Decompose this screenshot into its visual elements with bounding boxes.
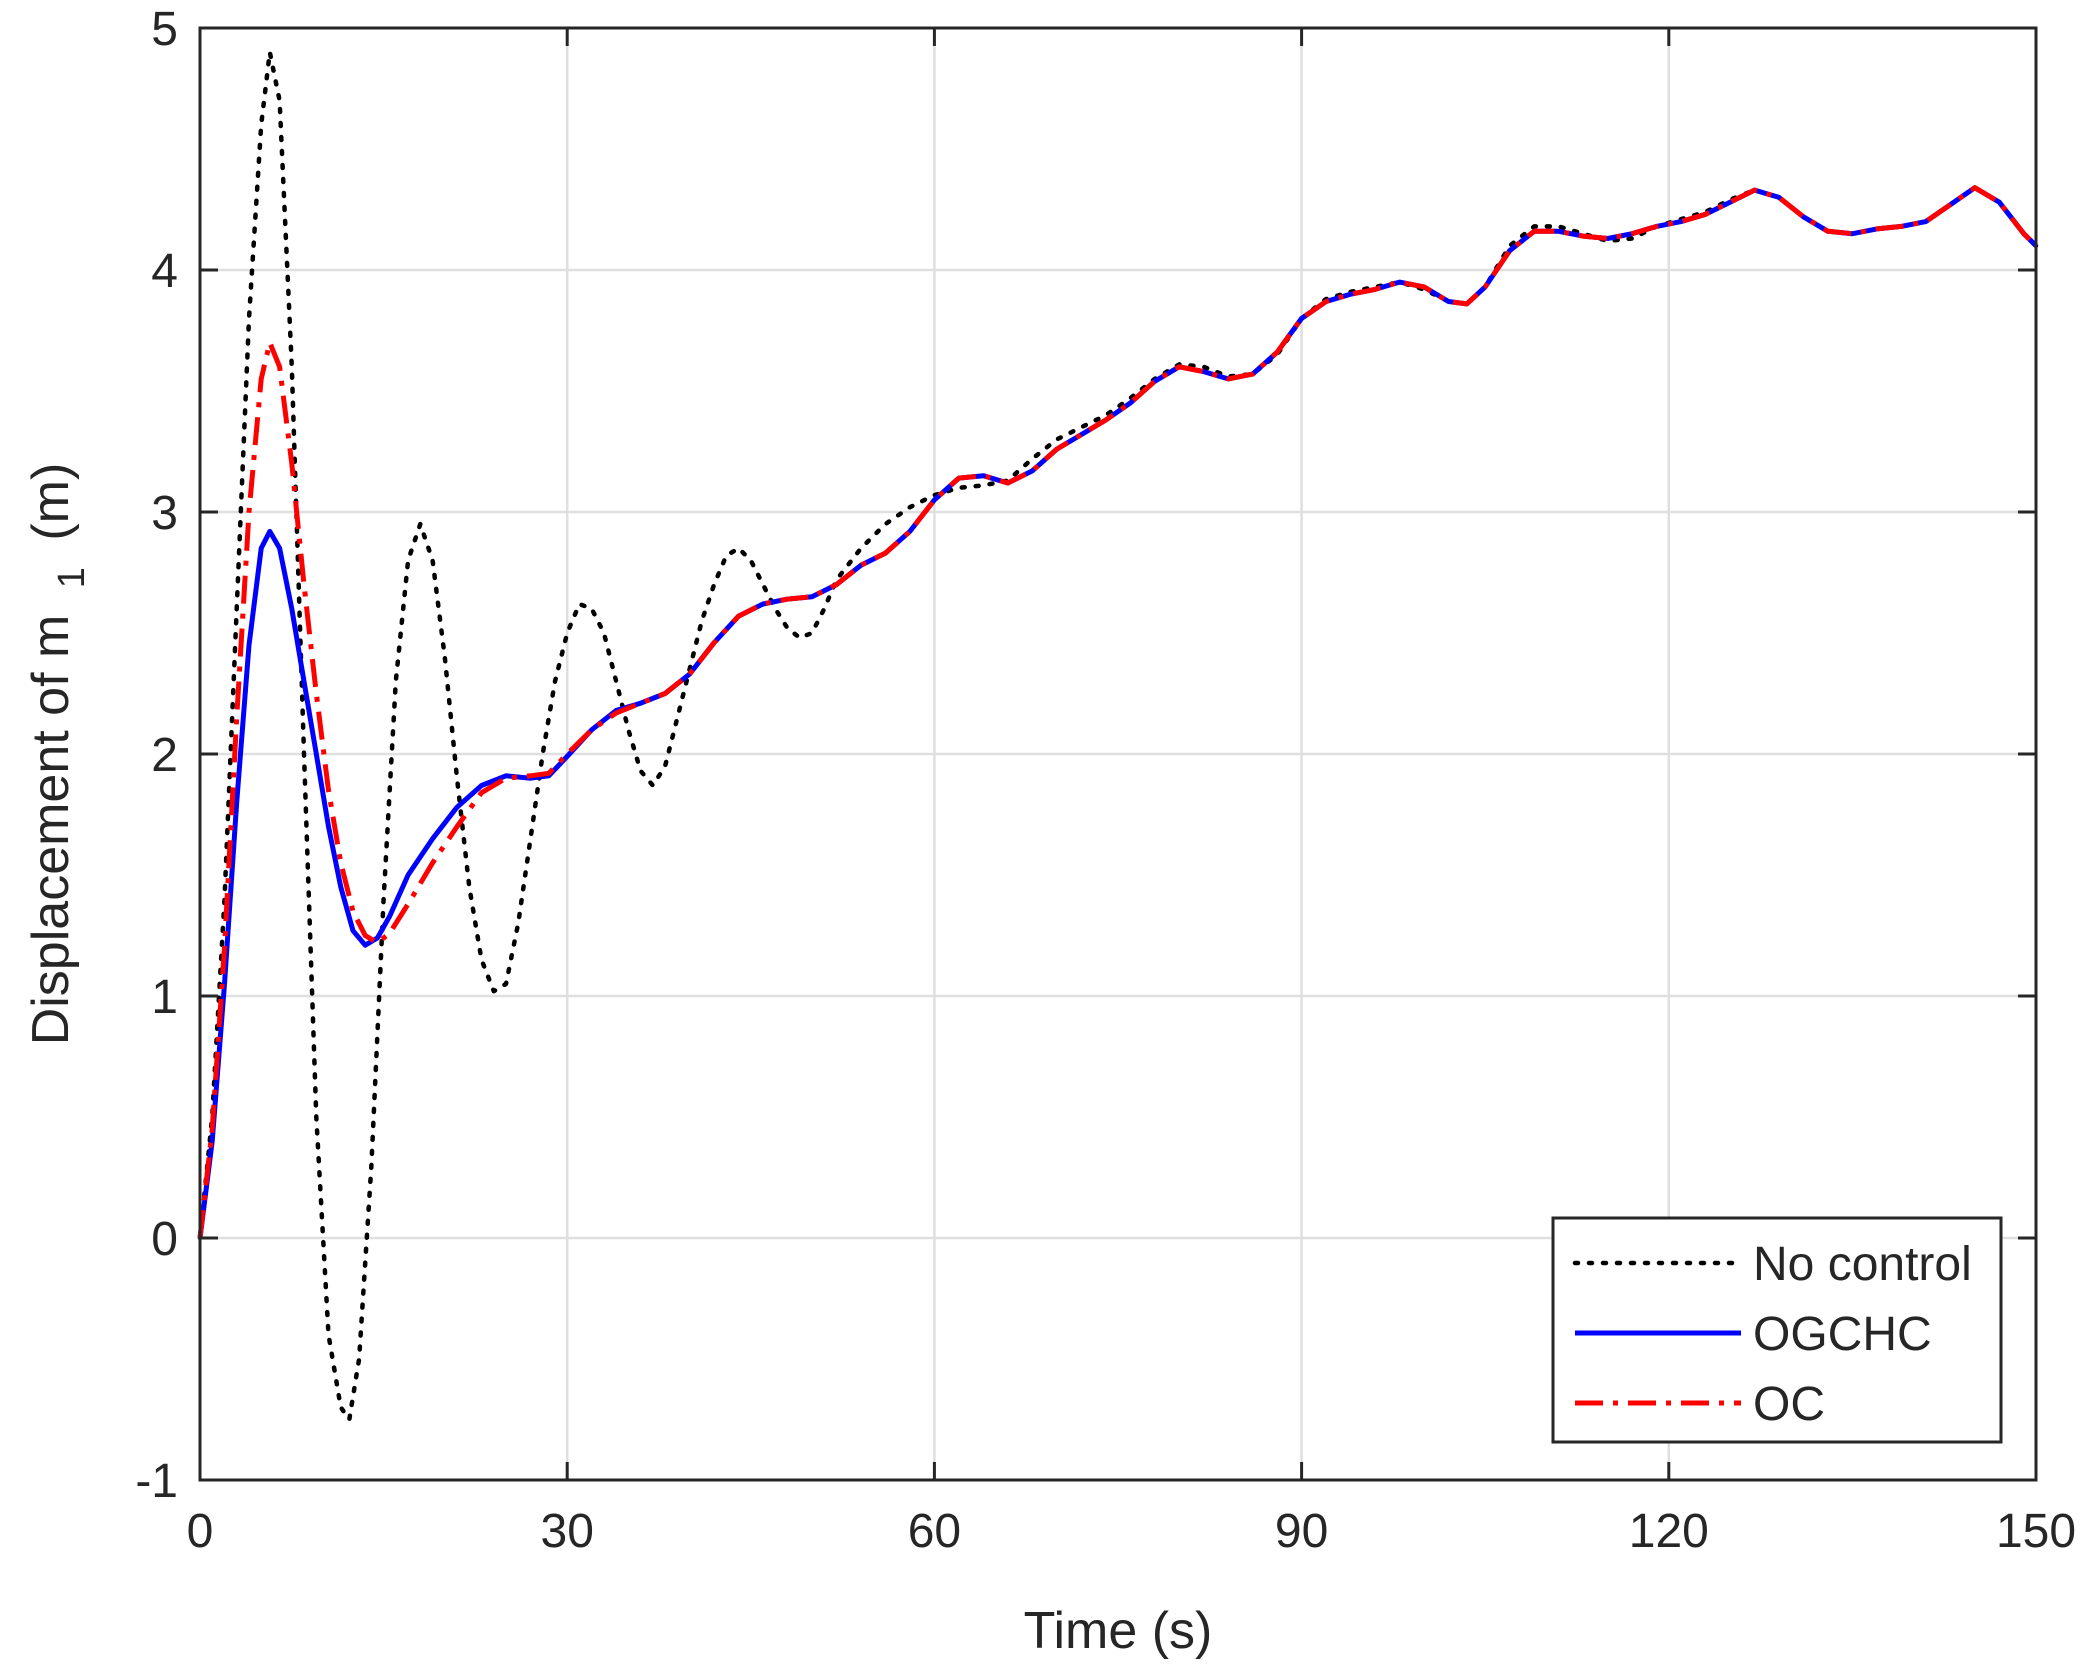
legend: No control OGCHC OC xyxy=(1551,1216,2003,1444)
x-tick-label: 90 xyxy=(1275,1505,1328,1558)
x-tick-label: 120 xyxy=(1629,1505,1709,1558)
legend-entries: No control OGCHC OC xyxy=(1572,1238,1972,1431)
x-tick-label: 60 xyxy=(908,1505,961,1558)
y-axis-label-unit: (m) xyxy=(22,463,80,541)
data-series xyxy=(197,49,2039,1422)
y-tick-label: 2 xyxy=(151,729,178,782)
legend-label-2: OC xyxy=(1753,1378,1825,1431)
y-axis-label-subscript: 1 xyxy=(51,567,93,588)
y-axis-label-main: Displacement of m xyxy=(22,615,80,1046)
x-tick-label: 30 xyxy=(541,1505,594,1558)
x-axis-label: Time (s) xyxy=(1024,1602,1213,1660)
y-axis-label: Displacement of m 1 (m) xyxy=(22,463,96,1046)
y-tick-label: 5 xyxy=(151,3,178,56)
y-tick-label: 1 xyxy=(151,971,178,1024)
y-tick-label: -1 xyxy=(135,1455,178,1508)
x-tick-label: 0 xyxy=(187,1505,214,1558)
series-line-2 xyxy=(197,185,2038,1239)
y-tick-label: 3 xyxy=(151,487,178,540)
legend-box xyxy=(1551,1216,2003,1444)
legend-label-1: OGCHC xyxy=(1753,1308,1932,1361)
axes xyxy=(198,26,2038,1482)
y-tick-label: 4 xyxy=(151,245,178,298)
grid-lines xyxy=(200,28,2036,1480)
x-tick-label: 150 xyxy=(1996,1505,2076,1558)
series-line-0 xyxy=(197,49,2039,1422)
legend-label-0: No control xyxy=(1753,1238,1972,1291)
y-tick-label: 0 xyxy=(151,1213,178,1266)
